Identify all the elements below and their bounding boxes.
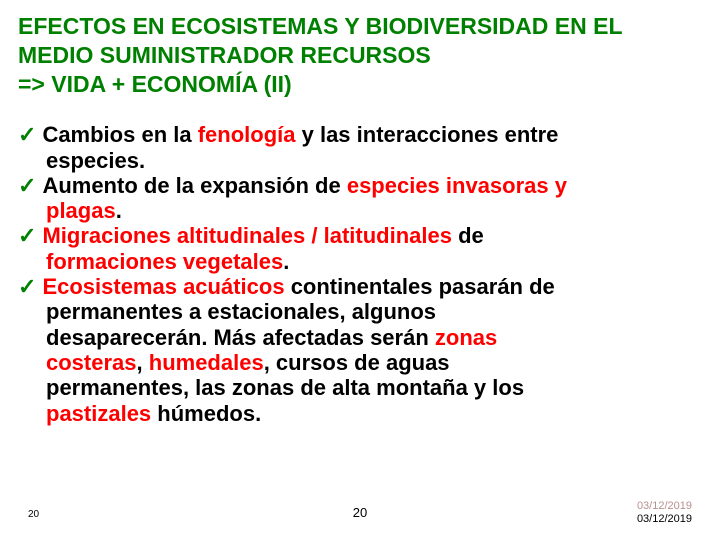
bullet-item: ✓ Aumento de la expansión de especies in… bbox=[18, 173, 702, 198]
check-icon: ✓ bbox=[18, 274, 36, 299]
text-run-red: costeras bbox=[46, 350, 137, 375]
text-run-red: plagas bbox=[46, 198, 116, 223]
text-run-red: especies invasoras y bbox=[347, 173, 567, 198]
check-icon: ✓ bbox=[18, 122, 36, 147]
text-run-red: formaciones vegetales bbox=[46, 249, 283, 274]
page-number-left: 20 bbox=[28, 509, 39, 520]
title-line-2: MEDIO SUMINISTRADOR RECURSOS bbox=[18, 42, 431, 68]
text-run: Aumento de la expansión de bbox=[42, 173, 346, 198]
footer-dates: 03/12/2019 03/12/2019 bbox=[637, 500, 692, 526]
bullet-item: ✓ Migraciones altitudinales / latitudina… bbox=[18, 223, 702, 248]
title-line-3: => VIDA + ECONOMÍA (II) bbox=[18, 71, 292, 97]
text-run-red: fenología bbox=[198, 122, 296, 147]
text-run: , bbox=[137, 350, 149, 375]
bullet-item: ✓ Cambios en la fenología y las interacc… bbox=[18, 122, 702, 147]
text-run: permanentes, las zonas de alta montaña y… bbox=[46, 375, 524, 400]
check-icon: ✓ bbox=[18, 223, 36, 248]
text-run: . bbox=[283, 249, 289, 274]
text-run: permanentes a estacionales, algunos bbox=[46, 299, 436, 324]
bullet-item: ✓ Ecosistemas acuáticos continentales pa… bbox=[18, 274, 702, 299]
text-run-red: Migraciones altitudinales / latitudinale… bbox=[42, 223, 452, 248]
text-run-red: zonas bbox=[435, 325, 497, 350]
text-run: desaparecerán. Más afectadas serán bbox=[46, 325, 435, 350]
text-run: , cursos de aguas bbox=[264, 350, 450, 375]
text-run: y las interacciones entre bbox=[296, 122, 559, 147]
slide-title: EFECTOS EN ECOSISTEMAS Y BIODIVERSIDAD E… bbox=[18, 12, 702, 98]
check-icon: ✓ bbox=[18, 173, 36, 198]
date-dim: 03/12/2019 bbox=[637, 500, 692, 513]
text-run: continentales pasarán de bbox=[285, 274, 555, 299]
page-number-center: 20 bbox=[353, 505, 367, 520]
text-run-red: pastizales bbox=[46, 401, 151, 426]
bullet-list: ✓ Cambios en la fenología y las interacc… bbox=[18, 122, 702, 426]
title-line-1: EFECTOS EN ECOSISTEMAS Y BIODIVERSIDAD E… bbox=[18, 13, 623, 39]
text-run: de bbox=[452, 223, 484, 248]
date: 03/12/2019 bbox=[637, 513, 692, 526]
text-run-red: Ecosistemas acuáticos bbox=[42, 274, 284, 299]
text-run: . bbox=[116, 198, 122, 223]
text-run: húmedos. bbox=[151, 401, 261, 426]
text-run: especies. bbox=[46, 148, 145, 173]
text-run: Cambios en la bbox=[42, 122, 197, 147]
text-run-red: humedales bbox=[149, 350, 264, 375]
